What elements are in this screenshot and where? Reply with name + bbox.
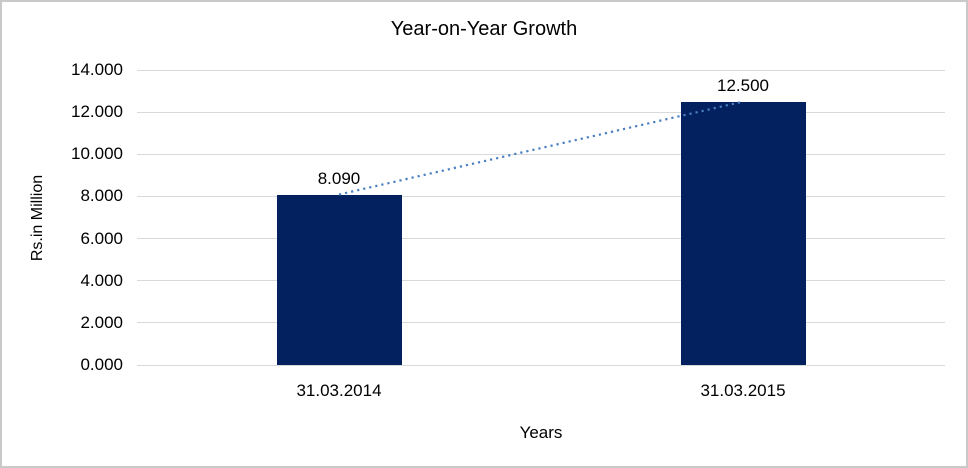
- chart-title: Year-on-Year Growth: [390, 18, 578, 40]
- plot-area: 8.090 12.500: [137, 69, 945, 366]
- bar-31.03.2014: [276, 194, 402, 365]
- gridline: [137, 69, 945, 71]
- y-tick-label: 12.000: [71, 102, 123, 122]
- y-tick-label: 0.000: [80, 355, 123, 374]
- x-tick-label: 31.03.2014: [296, 381, 382, 400]
- gridline: [137, 364, 945, 366]
- x-tick-label: 31.03.2015: [700, 381, 786, 400]
- y-tick-label: 6.000: [80, 228, 123, 248]
- gridline: [137, 111, 945, 113]
- y-tick-label: 14.000: [71, 60, 123, 79]
- bar-value-label: 12.500: [717, 75, 769, 95]
- x-axis-labels: 31.03.2014 31.03.2015: [137, 381, 945, 403]
- gridline: [137, 280, 945, 282]
- gridline: [137, 238, 945, 240]
- trendline: [338, 100, 744, 196]
- bar-value-label: 8.090: [317, 168, 361, 188]
- y-tick-label: 4.000: [80, 270, 123, 290]
- y-tick-label: 2.000: [80, 312, 123, 332]
- bar-31.03.2015: [680, 101, 806, 365]
- y-axis-labels: 0.000 2.000 4.000 6.000 8.000 10.000 12.000 14.…: [2, 2, 129, 466]
- gridline: [137, 195, 945, 197]
- y-tick-label: 8.000: [80, 186, 123, 206]
- gridline: [137, 153, 945, 155]
- y-tick-label: 10.000: [71, 144, 123, 164]
- x-axis-title: Years: [519, 423, 563, 442]
- gridline: [137, 322, 945, 324]
